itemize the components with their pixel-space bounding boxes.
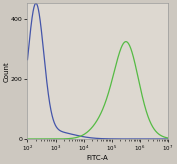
Y-axis label: Count: Count — [4, 61, 10, 82]
X-axis label: FITC-A: FITC-A — [87, 154, 109, 161]
